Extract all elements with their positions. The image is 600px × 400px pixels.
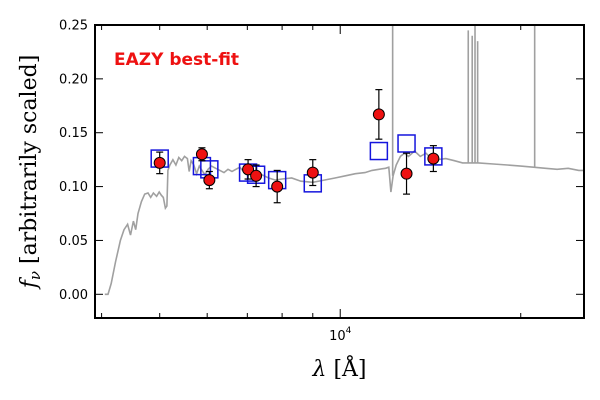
- tick-layer: 0.00 0.05 0.10 0.15 0.20 0.25 104: [59, 19, 584, 344]
- model-spectrum-layer: [104, 25, 584, 296]
- observed-flux-point: [203, 174, 216, 187]
- model-spectrum-line: [104, 149, 584, 296]
- y-tick-label: 0.15: [59, 126, 88, 141]
- y-axis-label-text: [arbitrarily scaled]: [17, 55, 42, 271]
- model-flux-square: [369, 141, 389, 161]
- observed-flux-point: [153, 156, 166, 169]
- observed-flux-point: [400, 167, 413, 180]
- x-axis-label: λ [Å]: [312, 354, 367, 382]
- observed-flux-point: [250, 169, 263, 182]
- x-axis-label-unit: [Å]: [333, 354, 366, 382]
- y-tick-label: 0.20: [59, 72, 88, 87]
- x-tick-label-base: 10: [329, 329, 346, 344]
- observed-flux-point: [372, 108, 385, 121]
- observed-flux-layer: [153, 89, 440, 204]
- observed-flux-point: [195, 148, 208, 161]
- y-tick-label: 0.10: [59, 180, 88, 195]
- model-flux-layer: [150, 134, 443, 193]
- observed-flux-point: [242, 163, 255, 176]
- model-flux-square: [397, 134, 416, 153]
- observed-flux-point: [306, 166, 319, 179]
- x-axis-label-symbol: λ: [312, 357, 334, 382]
- fit-annotation: EAZY best-fit: [114, 50, 239, 70]
- x-tick-label: 104: [329, 326, 352, 344]
- observed-flux-point: [271, 180, 284, 193]
- y-axis-label: fν [arbitrarily scaled]: [17, 55, 44, 291]
- y-tick-label: 0.25: [59, 19, 88, 34]
- y-tick-label: 0.05: [59, 234, 88, 249]
- y-axis-label-subscript: ν: [26, 271, 44, 280]
- observed-flux-point: [427, 152, 440, 165]
- y-tick-label: 0.00: [59, 288, 88, 303]
- plot-frame: [94, 24, 585, 319]
- x-tick-label-exponent: 4: [346, 326, 352, 336]
